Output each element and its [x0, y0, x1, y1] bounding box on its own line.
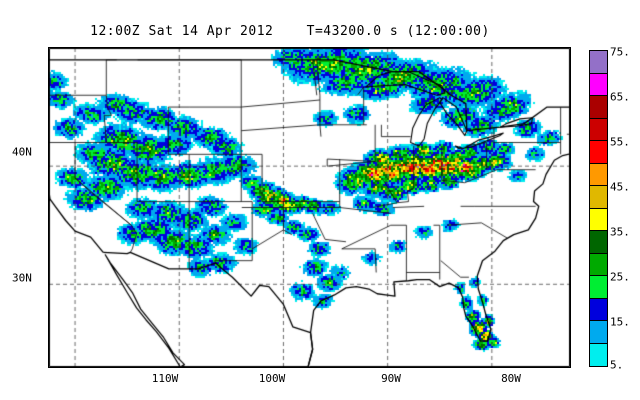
reflectivity-colorbar — [589, 50, 608, 367]
colorbar-band-60-65 — [590, 96, 607, 119]
x-axis-tick-110w: 110W — [151, 372, 179, 385]
colorbar-band-40-45 — [590, 186, 607, 209]
colorbar-tick-65: 65. — [610, 90, 630, 104]
colorbar-band-5-10 — [590, 343, 607, 366]
colorbar-band-65-70 — [590, 73, 607, 96]
y-axis-tick-40n: 40N — [12, 145, 32, 159]
colorbar-tick-35: 35. — [610, 225, 630, 239]
colorbar-band-25-30 — [590, 253, 607, 276]
colorbar-tick-45: 45. — [610, 180, 630, 194]
colorbar-band-50-55 — [590, 141, 607, 164]
colorbar-band-10-15 — [590, 321, 607, 344]
x-axis-tick-100w: 100W — [258, 372, 286, 385]
colorbar-band-20-25 — [590, 276, 607, 299]
x-axis-tick-80w: 80W — [501, 372, 521, 385]
colorbar-tick-55: 55. — [610, 135, 630, 149]
colorbar-band-45-50 — [590, 163, 607, 186]
map-plot-area — [48, 47, 571, 368]
colorbar-tick-75: 75. — [610, 45, 630, 59]
x-axis-tick-90w: 90W — [381, 372, 401, 385]
colorbar-band-30-35 — [590, 231, 607, 254]
colorbar-tick-15: 15. — [610, 315, 630, 329]
colorbar-tick-5: 5. — [610, 358, 624, 372]
y-axis-tick-30n: 30N — [12, 271, 32, 285]
colorbar-band-55-60 — [590, 118, 607, 141]
colorbar-band-35-40 — [590, 208, 607, 231]
colorbar-band-15-20 — [590, 298, 607, 321]
page-title: 12:00Z Sat 14 Apr 2012 T=43200.0 s (12:0… — [90, 24, 490, 39]
reflectivity-map-canvas — [49, 48, 570, 367]
colorbar-tick-25: 25. — [610, 270, 630, 284]
colorbar-band-70-75 — [590, 51, 607, 74]
